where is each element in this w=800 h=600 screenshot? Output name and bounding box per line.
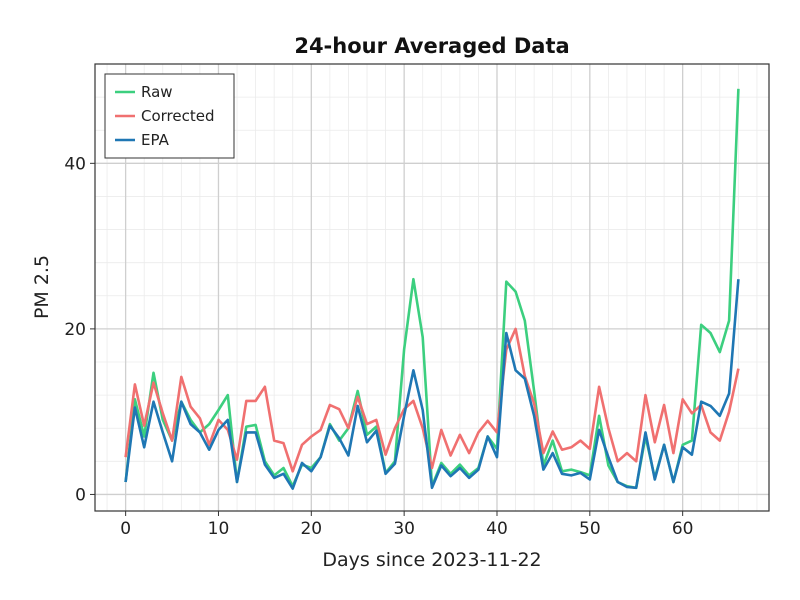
series-line-corrected — [124, 327, 740, 473]
axis-ticks — [90, 162, 684, 516]
y-tick-label: 0 — [75, 485, 86, 505]
y-axis-label: PM 2.5 — [31, 255, 53, 319]
y-tick-label: 40 — [64, 154, 86, 174]
tick-labels: 0 10 20 30 40 50 60 0 20 40 — [64, 154, 693, 539]
x-tick-label: 10 — [208, 519, 230, 539]
x-tick-label: 50 — [579, 519, 601, 539]
x-tick-label: 40 — [486, 519, 508, 539]
legend: Raw Corrected EPA — [104, 73, 235, 159]
chart-title: 24-hour Averaged Data — [294, 34, 569, 58]
minor-grid — [95, 64, 769, 511]
x-tick-label: 60 — [672, 519, 694, 539]
legend-label-corrected: Corrected — [141, 107, 215, 125]
plot-frame — [94, 63, 770, 512]
x-tick-label: 20 — [300, 519, 322, 539]
y-tick-label: 20 — [64, 320, 86, 340]
x-tick-label: 0 — [120, 519, 131, 539]
x-axis-label: Days since 2023-11-22 — [322, 549, 541, 571]
data-lines — [124, 88, 740, 490]
series-line-epa — [124, 279, 740, 490]
legend-label-epa: EPA — [141, 131, 170, 149]
x-tick-label: 30 — [393, 519, 415, 539]
legend-label-raw: Raw — [141, 83, 173, 101]
